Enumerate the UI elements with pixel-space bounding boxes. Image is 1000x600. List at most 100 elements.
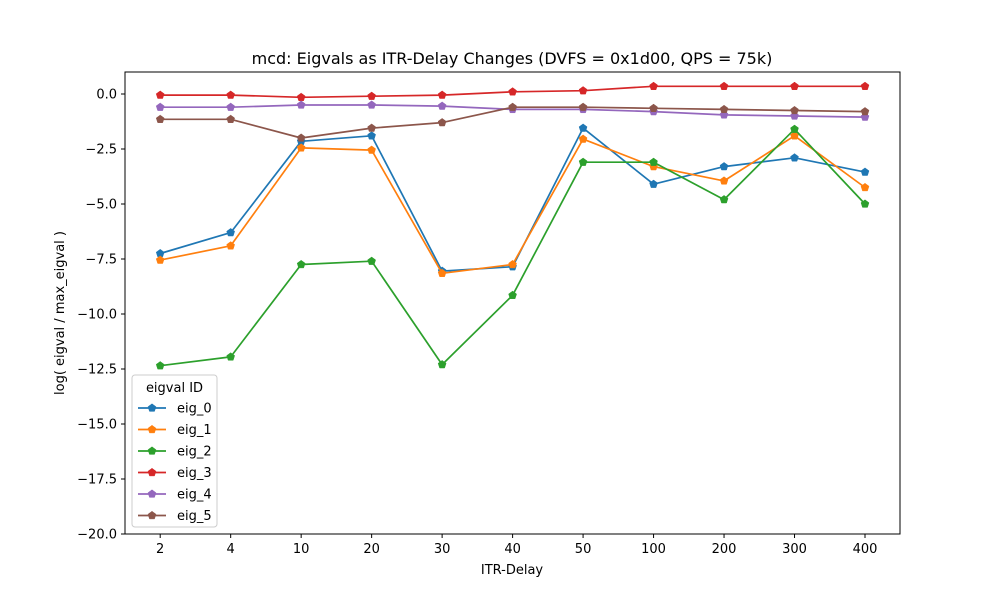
y-axis: 0.0 −2.5 −5.0 −7.5 −10.0 −12.5 −15.0 −17.5 −20.0 bbox=[77, 88, 125, 543]
y-tick-label: −10.0 bbox=[77, 308, 117, 323]
data-point bbox=[860, 182, 870, 192]
data-point bbox=[578, 86, 588, 95]
data-point bbox=[649, 179, 658, 188]
data-point bbox=[155, 361, 165, 370]
data-point bbox=[508, 290, 517, 299]
series-eig_5 bbox=[155, 102, 870, 142]
data-point bbox=[790, 131, 799, 140]
data-point bbox=[367, 256, 376, 265]
x-tick-label: 40 bbox=[504, 542, 521, 557]
legend-entry: eig_5 bbox=[138, 509, 212, 524]
legend: eigval ID eig_0 eig_1 eig_2 eig_3 eig_4 eig_5 bbox=[131, 374, 218, 528]
data-point bbox=[437, 118, 447, 127]
data-point bbox=[437, 360, 447, 369]
data-point bbox=[790, 81, 799, 90]
data-point bbox=[367, 145, 376, 154]
x-tick-label: 2 bbox=[156, 542, 164, 557]
data-point bbox=[437, 101, 447, 110]
data-point bbox=[296, 133, 306, 142]
legend-swatch-marker bbox=[147, 510, 157, 520]
data-point bbox=[508, 87, 517, 96]
x-tick-label: 30 bbox=[434, 542, 451, 557]
data-point bbox=[790, 153, 799, 162]
y-tick-label: −2.5 bbox=[85, 143, 117, 158]
legend-label: eig_4 bbox=[177, 488, 212, 503]
x-tick-label: 20 bbox=[363, 542, 380, 557]
data-point bbox=[367, 100, 376, 109]
series-eig_1 bbox=[155, 131, 870, 277]
x-tick-label: 100 bbox=[641, 542, 666, 557]
legend-swatch-marker bbox=[147, 424, 157, 434]
data-point bbox=[649, 103, 658, 112]
data-point bbox=[155, 114, 165, 123]
data-point bbox=[860, 199, 870, 208]
legend-label: eig_0 bbox=[177, 402, 212, 417]
y-tick-label: −12.5 bbox=[77, 363, 117, 378]
x-tick-label: 400 bbox=[853, 542, 878, 557]
legend-swatch-marker bbox=[147, 403, 157, 412]
legend-label: eig_5 bbox=[177, 509, 212, 524]
data-point bbox=[508, 102, 517, 111]
y-tick-label: −15.0 bbox=[77, 418, 117, 433]
data-point bbox=[860, 81, 870, 90]
legend-title: eigval ID bbox=[146, 381, 203, 396]
y-axis-label: log( eigval / max_eigval ) bbox=[53, 231, 68, 395]
data-point bbox=[155, 102, 165, 111]
y-tick-label: −20.0 bbox=[77, 528, 117, 543]
x-tick-label: 4 bbox=[227, 542, 235, 557]
data-point bbox=[719, 162, 729, 171]
x-axis: 2 4 10 20 30 40 50 100 200 300 400 bbox=[156, 534, 877, 557]
legend-label: eig_2 bbox=[177, 445, 212, 460]
data-point bbox=[296, 143, 306, 152]
data-point bbox=[367, 123, 376, 132]
y-tick-label: −17.5 bbox=[77, 473, 117, 488]
data-point bbox=[578, 102, 588, 111]
legend-swatch-marker bbox=[147, 467, 157, 477]
data-point bbox=[578, 123, 588, 132]
y-tick-label: 0.0 bbox=[96, 88, 117, 103]
data-point bbox=[226, 114, 235, 123]
data-point bbox=[226, 102, 235, 111]
data-point bbox=[226, 90, 235, 99]
data-point bbox=[155, 90, 165, 99]
data-point bbox=[649, 81, 658, 90]
data-point bbox=[719, 195, 729, 204]
legend-entry: eig_0 bbox=[138, 402, 212, 417]
legend-label: eig_3 bbox=[177, 466, 212, 481]
data-point bbox=[719, 176, 729, 185]
legend-label: eig_1 bbox=[177, 423, 212, 438]
data-point bbox=[790, 124, 799, 133]
legend-entry: eig_1 bbox=[138, 423, 212, 438]
data-point bbox=[226, 352, 235, 361]
y-tick-label: −7.5 bbox=[85, 253, 117, 268]
data-point bbox=[367, 131, 376, 140]
data-point bbox=[367, 91, 376, 100]
data-point bbox=[437, 90, 447, 99]
x-axis-label: ITR-Delay bbox=[481, 563, 544, 578]
data-point bbox=[860, 107, 870, 116]
data-point bbox=[508, 259, 517, 269]
chart-title: mcd: Eigvals as ITR-Delay Changes (DVFS … bbox=[252, 49, 773, 68]
y-tick-label: −5.0 bbox=[85, 198, 117, 213]
legend-entry: eig_2 bbox=[138, 445, 212, 460]
legend-swatch-marker bbox=[147, 446, 157, 455]
data-point bbox=[296, 100, 306, 109]
data-point bbox=[155, 255, 165, 264]
data-point bbox=[437, 268, 447, 277]
legend-swatch-marker bbox=[147, 489, 157, 498]
data-point bbox=[719, 81, 729, 90]
series-eig_2 bbox=[155, 124, 870, 370]
data-point bbox=[226, 228, 235, 237]
data-point bbox=[578, 134, 588, 143]
x-tick-label: 50 bbox=[575, 542, 592, 557]
legend-entry: eig_3 bbox=[138, 466, 212, 481]
legend-entry: eig_4 bbox=[138, 488, 212, 503]
x-tick-label: 300 bbox=[782, 542, 807, 557]
data-point bbox=[860, 167, 870, 176]
x-tick-label: 200 bbox=[712, 542, 737, 557]
data-point bbox=[719, 104, 729, 114]
data-point bbox=[296, 259, 306, 269]
legend-box bbox=[131, 374, 218, 528]
